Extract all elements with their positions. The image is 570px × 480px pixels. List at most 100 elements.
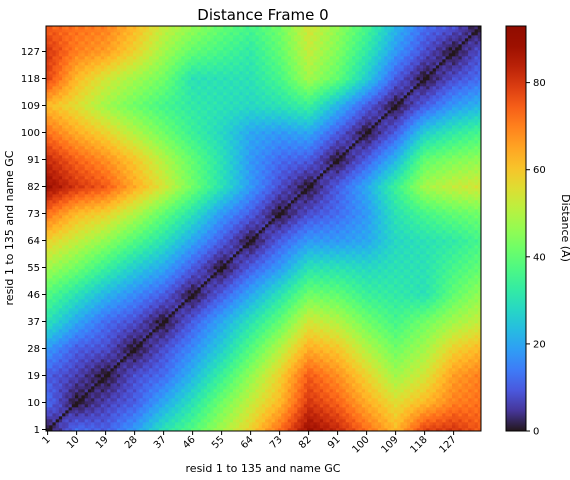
- heatmap-cell: [432, 425, 437, 429]
- heatmap-cell: [229, 368, 234, 372]
- heatmap-cell: [71, 428, 76, 431]
- heatmap-cell: [107, 404, 111, 408]
- heatmap-cell: [220, 332, 224, 336]
- heatmap-cell: [265, 374, 269, 378]
- heatmap-cell: [110, 362, 115, 366]
- heatmap-cell: [297, 365, 301, 369]
- heatmap-cell: [435, 344, 440, 348]
- heatmap-cell: [58, 401, 63, 405]
- heatmap-cell: [426, 338, 430, 342]
- heatmap-cell: [274, 323, 279, 327]
- heatmap-cell: [448, 329, 453, 333]
- heatmap-cell: [329, 383, 334, 387]
- heatmap-cell: [236, 428, 240, 431]
- heatmap-cell: [355, 419, 359, 423]
- heatmap-cell: [68, 368, 73, 372]
- heatmap-cell: [300, 377, 305, 381]
- heatmap-cell: [158, 386, 163, 390]
- heatmap-cell: [171, 380, 176, 384]
- heatmap-cell: [62, 383, 66, 387]
- heatmap-cell: [374, 323, 379, 327]
- heatmap-cell: [178, 341, 182, 345]
- heatmap-cell: [326, 374, 330, 378]
- heatmap-cell: [239, 398, 243, 402]
- heatmap-cell: [406, 410, 411, 414]
- heatmap-cell: [65, 413, 69, 417]
- heatmap-cell: [310, 419, 314, 423]
- heatmap-cell: [62, 344, 66, 348]
- heatmap-cell: [255, 350, 260, 354]
- heatmap-cell: [81, 332, 86, 336]
- heatmap-cell: [136, 428, 140, 431]
- heatmap-cell: [265, 398, 269, 402]
- heatmap-cell: [191, 413, 195, 417]
- heatmap-cell: [197, 416, 202, 420]
- heatmap-cell: [265, 419, 269, 423]
- heatmap-cell: [368, 374, 372, 378]
- heatmap-cell: [145, 425, 150, 429]
- heatmap-cell: [123, 416, 127, 420]
- heatmap-cell: [397, 341, 401, 345]
- heatmap-cell: [474, 341, 479, 345]
- heatmap-cell: [71, 350, 76, 354]
- heatmap-cell: [136, 347, 140, 351]
- heatmap-cell: [168, 395, 173, 399]
- heatmap-cell: [142, 362, 147, 366]
- heatmap-cell: [78, 422, 82, 426]
- heatmap-cell: [358, 368, 363, 372]
- heatmap-cell: [348, 320, 353, 324]
- heatmap-cell: [229, 338, 234, 342]
- heatmap-cell: [197, 347, 202, 351]
- heatmap-cell: [442, 416, 446, 420]
- heatmap-cell: [303, 386, 308, 390]
- heatmap-cell: [116, 416, 121, 420]
- heatmap-cell: [245, 368, 250, 372]
- heatmap-cell: [307, 410, 311, 414]
- heatmap-cell: [419, 347, 424, 351]
- heatmap-cell: [158, 353, 163, 357]
- heatmap-cell: [381, 332, 385, 336]
- heatmap-cell: [126, 341, 131, 345]
- heatmap-cell: [474, 428, 479, 431]
- heatmap-cell: [220, 365, 224, 369]
- heatmap-cell: [252, 392, 256, 396]
- heatmap-cell: [239, 425, 243, 429]
- heatmap-cell: [171, 332, 176, 336]
- heatmap-cell: [310, 404, 314, 408]
- heatmap-cell: [323, 347, 327, 351]
- heatmap-cell: [445, 320, 450, 324]
- heatmap-cell: [368, 428, 372, 431]
- heatmap-cell: [271, 428, 276, 431]
- heatmap-cell: [471, 356, 475, 360]
- heatmap-cell: [142, 344, 147, 348]
- heatmap-cell: [294, 380, 298, 384]
- heatmap-cell: [297, 413, 301, 417]
- heatmap-cell: [313, 326, 318, 330]
- heatmap-cell: [55, 353, 60, 357]
- heatmap-cell: [326, 332, 330, 336]
- heatmap-cell: [371, 383, 376, 387]
- heatmap-cell: [91, 410, 95, 414]
- heatmap-cell: [158, 416, 163, 420]
- heatmap-cell: [152, 365, 156, 369]
- heatmap-cell: [58, 323, 63, 327]
- heatmap-cell: [368, 377, 372, 381]
- heatmap-cell: [313, 401, 318, 405]
- heatmap-cell: [261, 341, 266, 345]
- heatmap-cell: [155, 380, 160, 384]
- heatmap-cell: [71, 374, 76, 378]
- heatmap-cell: [319, 416, 324, 420]
- heatmap-cell: [303, 380, 308, 384]
- heatmap-cell: [358, 377, 363, 381]
- heatmap-cell: [352, 404, 356, 408]
- heatmap-cell: [226, 386, 231, 390]
- heatmap-cell: [406, 383, 411, 387]
- heatmap-cell: [120, 374, 124, 378]
- heatmap-cell: [213, 326, 218, 330]
- heatmap-cell: [316, 380, 321, 384]
- heatmap-cell: [303, 395, 308, 399]
- heatmap-cell: [445, 356, 450, 360]
- heatmap-cell: [232, 413, 237, 417]
- heatmap-cell: [168, 359, 173, 363]
- heatmap-cell: [252, 344, 256, 348]
